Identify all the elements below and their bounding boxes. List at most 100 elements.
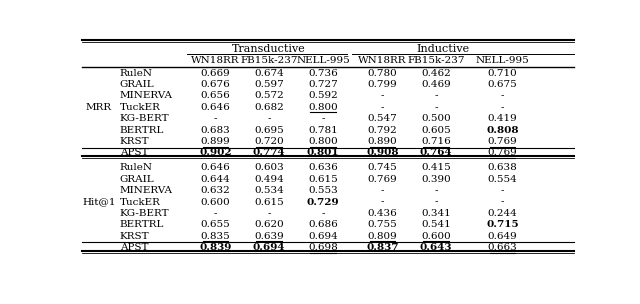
Text: 0.729: 0.729 (307, 198, 339, 206)
Text: 0.620: 0.620 (254, 220, 284, 229)
Text: RuleN: RuleN (120, 69, 153, 78)
Text: 0.890: 0.890 (368, 137, 397, 146)
Text: 0.800: 0.800 (308, 103, 338, 112)
Text: 0.600: 0.600 (421, 232, 451, 241)
Text: 0.800: 0.800 (308, 137, 338, 146)
Text: 0.764: 0.764 (420, 148, 452, 157)
Text: 0.615: 0.615 (308, 175, 338, 184)
Text: 0.415: 0.415 (421, 163, 451, 172)
Text: 0.682: 0.682 (254, 103, 284, 112)
Text: 0.694: 0.694 (308, 232, 338, 241)
Text: -: - (268, 114, 271, 123)
Text: 0.419: 0.419 (488, 114, 518, 123)
Text: Inductive: Inductive (416, 44, 469, 54)
Text: APST: APST (120, 243, 148, 252)
Text: 0.769: 0.769 (488, 148, 518, 157)
Text: 0.720: 0.720 (254, 137, 284, 146)
Text: 0.469: 0.469 (421, 80, 451, 89)
Text: BERTRL: BERTRL (120, 220, 164, 229)
Text: -: - (435, 198, 438, 206)
Text: 0.600: 0.600 (200, 198, 230, 206)
Text: FB15k-237: FB15k-237 (408, 56, 465, 65)
Text: 0.835: 0.835 (200, 232, 230, 241)
Text: 0.727: 0.727 (308, 80, 338, 89)
Text: 0.908: 0.908 (366, 148, 399, 157)
Text: WN18RR: WN18RR (191, 56, 239, 65)
Text: 0.769: 0.769 (488, 137, 518, 146)
Text: -: - (435, 186, 438, 195)
Text: 0.639: 0.639 (254, 232, 284, 241)
Text: KRST: KRST (120, 137, 149, 146)
Text: MRR: MRR (86, 103, 112, 112)
Text: -: - (214, 209, 217, 218)
Text: -: - (381, 198, 384, 206)
Text: 0.808: 0.808 (486, 126, 519, 135)
Text: 0.686: 0.686 (308, 220, 338, 229)
Text: 0.643: 0.643 (420, 243, 452, 252)
Text: 0.837: 0.837 (366, 243, 399, 252)
Text: 0.902: 0.902 (199, 148, 232, 157)
Text: 0.801: 0.801 (307, 148, 339, 157)
Text: TuckER: TuckER (120, 103, 161, 112)
Text: 0.494: 0.494 (254, 175, 284, 184)
Text: 0.663: 0.663 (488, 243, 518, 252)
Text: 0.547: 0.547 (368, 114, 397, 123)
Text: 0.669: 0.669 (200, 69, 230, 78)
Text: 0.553: 0.553 (308, 186, 338, 195)
Text: 0.632: 0.632 (200, 186, 230, 195)
Text: 0.781: 0.781 (308, 126, 338, 135)
Text: FB15k-237: FB15k-237 (240, 56, 298, 65)
Text: 0.244: 0.244 (488, 209, 518, 218)
Text: 0.592: 0.592 (308, 92, 338, 100)
Text: 0.572: 0.572 (254, 92, 284, 100)
Text: 0.500: 0.500 (421, 114, 451, 123)
Text: 0.636: 0.636 (308, 163, 338, 172)
Text: 0.716: 0.716 (421, 137, 451, 146)
Text: RuleN: RuleN (120, 163, 153, 172)
Text: GRAIL: GRAIL (120, 80, 154, 89)
Text: -: - (435, 92, 438, 100)
Text: 0.341: 0.341 (421, 209, 451, 218)
Text: -: - (321, 114, 324, 123)
Text: 0.638: 0.638 (488, 163, 518, 172)
Text: 0.462: 0.462 (421, 69, 451, 78)
Text: 0.780: 0.780 (368, 69, 397, 78)
Text: 0.745: 0.745 (368, 163, 397, 172)
Text: -: - (321, 209, 324, 218)
Text: -: - (381, 103, 384, 112)
Text: 0.769: 0.769 (368, 175, 397, 184)
Text: 0.646: 0.646 (200, 163, 230, 172)
Text: Transductive: Transductive (232, 44, 306, 54)
Text: -: - (435, 103, 438, 112)
Text: -: - (381, 186, 384, 195)
Text: 0.698: 0.698 (308, 243, 338, 252)
Text: KG-BERT: KG-BERT (120, 209, 170, 218)
Text: KG-BERT: KG-BERT (120, 114, 170, 123)
Text: NELL-995: NELL-995 (296, 56, 350, 65)
Text: -: - (501, 186, 504, 195)
Text: 0.839: 0.839 (199, 243, 232, 252)
Text: 0.605: 0.605 (421, 126, 451, 135)
Text: 0.390: 0.390 (421, 175, 451, 184)
Text: -: - (381, 92, 384, 100)
Text: 0.683: 0.683 (200, 126, 230, 135)
Text: Hit@1: Hit@1 (82, 198, 116, 206)
Text: -: - (501, 92, 504, 100)
Text: WN18RR: WN18RR (358, 56, 407, 65)
Text: -: - (501, 198, 504, 206)
Text: 0.799: 0.799 (368, 80, 397, 89)
Text: 0.541: 0.541 (421, 220, 451, 229)
Text: 0.615: 0.615 (254, 198, 284, 206)
Text: KRST: KRST (120, 232, 149, 241)
Text: NELL-995: NELL-995 (476, 56, 529, 65)
Text: 0.646: 0.646 (200, 103, 230, 112)
Text: 0.603: 0.603 (254, 163, 284, 172)
Text: 0.715: 0.715 (486, 220, 519, 229)
Text: APST: APST (120, 148, 148, 157)
Text: -: - (268, 209, 271, 218)
Text: 0.644: 0.644 (200, 175, 230, 184)
Text: 0.649: 0.649 (488, 232, 518, 241)
Text: 0.792: 0.792 (368, 126, 397, 135)
Text: TuckER: TuckER (120, 198, 161, 206)
Text: 0.656: 0.656 (200, 92, 230, 100)
